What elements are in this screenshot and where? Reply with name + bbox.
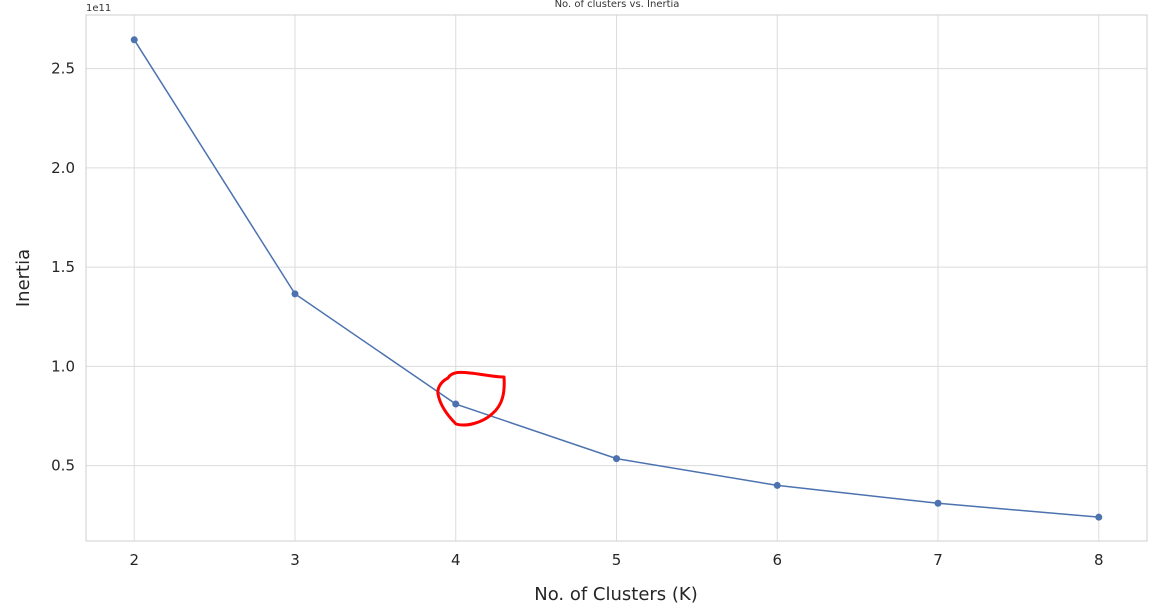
data-point: [1095, 513, 1103, 521]
chart-title: No. of clusters vs. Inertia: [555, 0, 680, 10]
data-point: [934, 499, 942, 507]
series-layer: [130, 36, 1103, 521]
y-axis-label: Inertia: [13, 249, 34, 307]
x-tick-label: 2: [129, 551, 139, 569]
y-tick-label: 1.5: [51, 258, 75, 276]
x-tick-label: 3: [290, 551, 300, 569]
y-tick-label: 2.0: [51, 159, 75, 177]
y-tick-label: 2.5: [51, 60, 75, 78]
data-point: [613, 455, 620, 463]
x-tick-label: 8: [1094, 551, 1104, 569]
grid-lines: [86, 15, 1147, 541]
x-tick-label: 6: [772, 551, 782, 569]
highlight-circle-annotation: [436, 370, 506, 427]
data-point: [291, 290, 299, 298]
data-point: [452, 400, 460, 408]
y-axis-offset-label: 1e11: [86, 3, 111, 14]
x-tick-label: 4: [451, 551, 461, 569]
data-point: [130, 36, 138, 44]
data-point: [773, 481, 781, 489]
tick-labels: 2 3 4 5 6 7 8 0.5 1.0 1.5 2.0 2.5: [51, 60, 1103, 569]
y-tick-label: 0.5: [51, 457, 75, 475]
x-axis-label: No. of Clusters (K): [534, 584, 698, 605]
plot-area: [85, 14, 1148, 542]
x-tick-label: 7: [933, 551, 943, 569]
y-tick-label: 1.0: [51, 357, 75, 375]
x-tick-label: 5: [612, 551, 622, 569]
